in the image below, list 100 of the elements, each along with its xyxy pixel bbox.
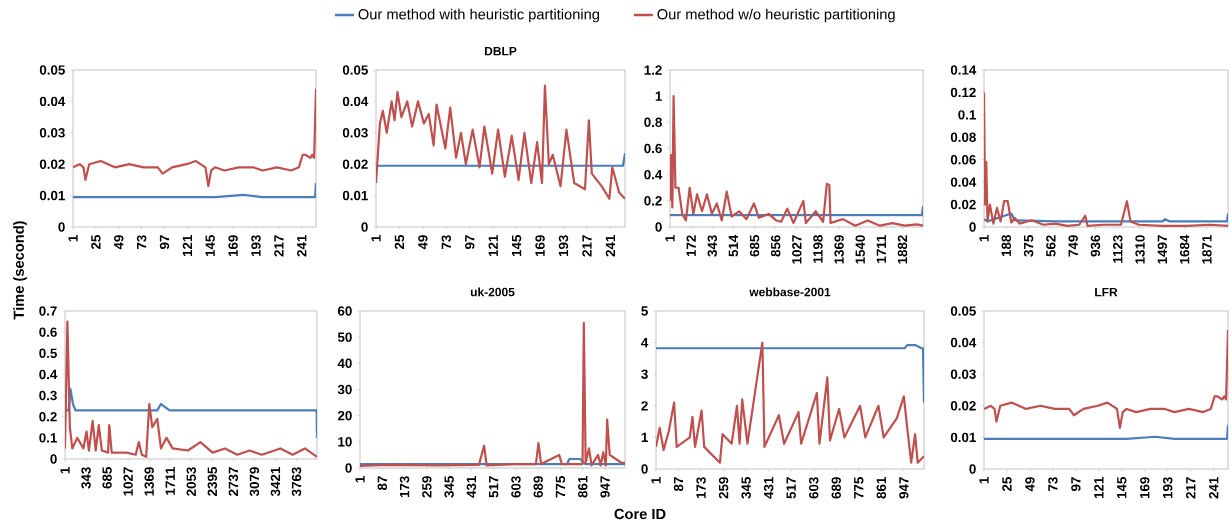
y-tick-label: 0.08: [950, 132, 976, 142]
y-tick-label: 0.03: [950, 369, 976, 379]
y-tick-label: 0.03: [342, 128, 368, 138]
x-tick-label: 1123: [1113, 235, 1123, 263]
x-tick-label: 193: [558, 235, 569, 257]
x-tick-label: 2737: [228, 467, 239, 496]
x-tick-label: 121: [488, 235, 498, 257]
y-tick-label: 0.6: [644, 143, 662, 154]
y-tick-label: 1.2: [644, 65, 662, 75]
x-axis-title: Core ID: [614, 508, 666, 520]
x-tick-label: 2053: [186, 467, 197, 496]
x-tick-label: 517: [786, 477, 796, 499]
y-tick-label: 0.1: [958, 110, 976, 120]
x-tick-label: 73: [441, 235, 452, 249]
x-tick-label: 562: [1046, 235, 1056, 257]
x-tick-label: 1: [979, 477, 989, 484]
x-tick-label: 1711: [165, 467, 175, 495]
x-tick-label: 689: [831, 477, 841, 499]
x-tick-label: 603: [511, 476, 521, 498]
x-tick-label: 1711: [876, 235, 886, 263]
line-series: [65, 388, 318, 439]
y-tick-label: 1: [655, 91, 662, 101]
line-series: [670, 95, 923, 227]
x-tick-label: 97: [465, 235, 475, 250]
x-tick-label: 193: [251, 235, 261, 257]
y-tick-label: 2: [641, 401, 648, 411]
x-tick-label: 97: [1071, 477, 1081, 492]
line-series: [984, 212, 1228, 223]
y-tick-label: 0.05: [342, 65, 368, 75]
y-tick-label: 0.14: [950, 65, 977, 75]
y-tick-label: 0.05: [950, 306, 976, 316]
x-tick-label: 947: [600, 476, 610, 498]
x-tick-label: 1882: [897, 235, 908, 264]
legend-label: Our method w/o heuristic partitioning: [657, 8, 895, 23]
x-tick-label: 188: [1001, 235, 1012, 257]
y-tick-label: 0: [641, 464, 648, 474]
x-tick-label: 121: [182, 235, 193, 257]
x-tick-label: 514: [728, 234, 739, 257]
x-tick-label: 375: [1023, 235, 1034, 257]
chart-title: DBLP: [484, 47, 517, 56]
y-tick-label: 0.2: [39, 411, 57, 422]
y-tick-label: 0.2: [644, 196, 662, 206]
x-tick-label: 169: [535, 235, 545, 257]
y-tick-label: 0.4: [644, 169, 663, 180]
y-tick-label: 0.4: [39, 369, 58, 380]
x-tick-label: 121: [1094, 477, 1104, 499]
y-tick-label: 0.02: [39, 159, 65, 169]
y-tick-label: 5: [641, 306, 648, 316]
x-tick-label: 73: [136, 235, 147, 249]
x-tick-label: 217: [274, 235, 284, 257]
x-tick-label: 87: [377, 476, 387, 491]
x-tick-label: 1369: [834, 235, 844, 264]
x-tick-label: 861: [578, 476, 588, 498]
y-tick-label: 0.04: [950, 177, 977, 187]
y-tick-label: 0.02: [950, 401, 976, 411]
x-tick-label: 1310: [1135, 235, 1145, 264]
y-tick-label: 0.7: [39, 306, 57, 316]
y-tick-label: 0.01: [342, 190, 368, 201]
x-tick-label: 87: [673, 477, 684, 492]
x-tick-label: 775: [854, 477, 864, 499]
y-tick-label: 4: [641, 337, 649, 348]
y-tick-label: 60: [337, 306, 352, 316]
y-tick-label: 0.12: [950, 87, 976, 98]
x-tick-label: 1198: [813, 235, 823, 263]
line-series: [65, 320, 318, 458]
x-tick-label: 217: [582, 235, 592, 257]
y-tick-label: 0: [969, 464, 976, 474]
x-tick-label: 936: [1090, 235, 1101, 257]
x-tick-label: 97: [159, 235, 170, 250]
x-tick-label: 431: [466, 476, 477, 498]
y-tick-label: 0.03: [39, 128, 65, 138]
y-tick-label: 0.01: [39, 190, 65, 201]
x-tick-label: 856: [770, 235, 781, 257]
x-tick-label: 241: [605, 235, 616, 257]
y-tick-label: 0.01: [950, 432, 976, 443]
x-tick-label: 2395: [207, 467, 218, 496]
x-tick-label: 49: [418, 235, 428, 250]
x-tick-label: 345: [741, 477, 751, 499]
x-tick-label: 1: [371, 235, 381, 242]
x-tick-label: 775: [555, 476, 566, 498]
x-tick-label: 241: [1209, 477, 1219, 499]
x-tick-label: 1684: [1179, 234, 1190, 264]
x-tick-label: 25: [1002, 477, 1012, 492]
chart-title: uk-2005: [470, 287, 515, 297]
y-tick-label: 50: [337, 332, 352, 342]
x-tick-label: 1: [979, 235, 989, 242]
y-tick-label: 0.02: [950, 199, 976, 210]
x-tick-label: 1027: [123, 467, 133, 496]
chart-title: LFR: [1095, 288, 1118, 297]
y-tick-label: 0.1: [39, 433, 57, 443]
x-tick-label: 749: [1068, 235, 1078, 257]
line-series: [360, 321, 626, 467]
x-tick-label: 145: [1117, 477, 1127, 499]
x-tick-label: 173: [696, 477, 706, 499]
x-tick-label: 169: [1140, 477, 1150, 499]
x-tick-label: 1: [68, 235, 78, 242]
x-tick-label: 25: [91, 235, 101, 250]
x-tick-label: 1540: [855, 235, 865, 264]
x-tick-label: 145: [511, 235, 522, 257]
x-tick-label: 1: [665, 235, 675, 242]
